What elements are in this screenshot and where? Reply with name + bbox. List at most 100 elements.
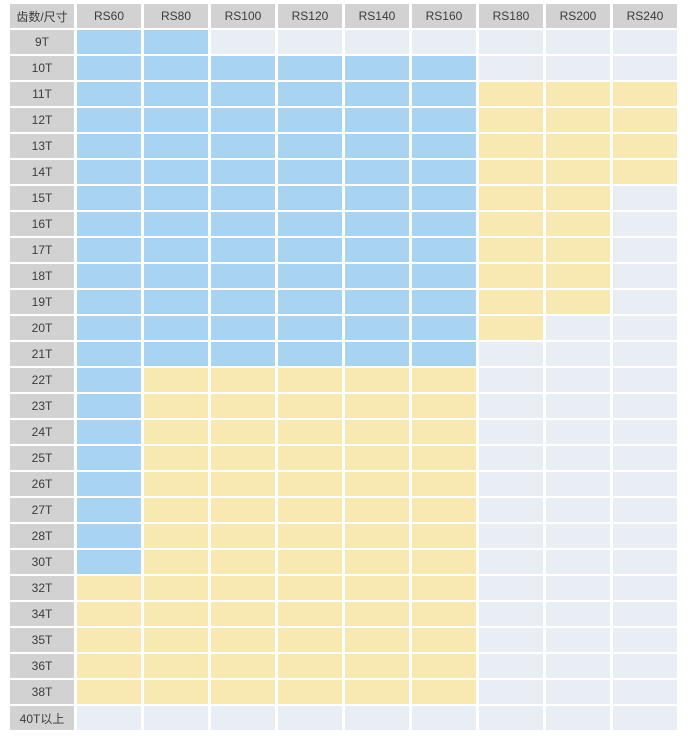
cell-10T-RS180 <box>479 56 543 80</box>
cell-21T-RS180 <box>479 342 543 366</box>
cell-32T-RS180 <box>479 576 543 600</box>
cell-36T-RS140 <box>345 654 409 678</box>
column-header-rs240: RS240 <box>613 4 677 28</box>
cell-9T-RS200 <box>546 30 610 54</box>
cell-11T-RS200 <box>546 82 610 106</box>
column-header-rs100: RS100 <box>211 4 275 28</box>
cell-26T-RS160 <box>412 472 476 496</box>
cell-27T-RS180 <box>479 498 543 522</box>
cell-18T-RS160 <box>412 264 476 288</box>
cell-11T-RS160 <box>412 82 476 106</box>
cell-26T-RS140 <box>345 472 409 496</box>
cell-38T-RS200 <box>546 680 610 704</box>
cell-28T-RS180 <box>479 524 543 548</box>
cell-18T-RS240 <box>613 264 677 288</box>
cell-23T-RS60 <box>77 394 141 418</box>
cell-30T-RS160 <box>412 550 476 574</box>
cell-32T-RS160 <box>412 576 476 600</box>
cell-13T-RS60 <box>77 134 141 158</box>
cell-10T-RS240 <box>613 56 677 80</box>
cell-13T-RS80 <box>144 134 208 158</box>
cell-38T-RS240 <box>613 680 677 704</box>
cell-25T-RS160 <box>412 446 476 470</box>
cell-12T-RS160 <box>412 108 476 132</box>
cell-30T-RS80 <box>144 550 208 574</box>
cell-20T-RS120 <box>278 316 342 340</box>
cell-26T-RS60 <box>77 472 141 496</box>
cell-9T-RS240 <box>613 30 677 54</box>
cell-14T-RS120 <box>278 160 342 184</box>
cell-34T-RS180 <box>479 602 543 626</box>
cell-21T-RS100 <box>211 342 275 366</box>
cell-30T-RS180 <box>479 550 543 574</box>
cell-14T-RS100 <box>211 160 275 184</box>
cell-18T-RS100 <box>211 264 275 288</box>
cell-20T-RS240 <box>613 316 677 340</box>
cell-24T-RS200 <box>546 420 610 444</box>
cell-38T-RS120 <box>278 680 342 704</box>
cell-14T-RS60 <box>77 160 141 184</box>
cell-20T-RS200 <box>546 316 610 340</box>
cell-38T-RS180 <box>479 680 543 704</box>
cell-26T-RS120 <box>278 472 342 496</box>
row-label-10T: 10T <box>10 56 74 80</box>
cell-40T以上-RS140 <box>345 706 409 730</box>
cell-11T-RS140 <box>345 82 409 106</box>
cell-11T-RS80 <box>144 82 208 106</box>
cell-32T-RS120 <box>278 576 342 600</box>
cell-27T-RS200 <box>546 498 610 522</box>
cell-15T-RS120 <box>278 186 342 210</box>
cell-9T-RS100 <box>211 30 275 54</box>
cell-38T-RS140 <box>345 680 409 704</box>
cell-27T-RS120 <box>278 498 342 522</box>
row-label-18T: 18T <box>10 264 74 288</box>
cell-27T-RS60 <box>77 498 141 522</box>
cell-15T-RS100 <box>211 186 275 210</box>
cell-22T-RS80 <box>144 368 208 392</box>
cell-35T-RS180 <box>479 628 543 652</box>
cell-18T-RS140 <box>345 264 409 288</box>
cell-24T-RS100 <box>211 420 275 444</box>
cell-12T-RS240 <box>613 108 677 132</box>
row-label-17T: 17T <box>10 238 74 262</box>
cell-14T-RS160 <box>412 160 476 184</box>
cell-16T-RS240 <box>613 212 677 236</box>
cell-30T-RS100 <box>211 550 275 574</box>
cell-35T-RS140 <box>345 628 409 652</box>
cell-19T-RS240 <box>613 290 677 314</box>
cell-24T-RS160 <box>412 420 476 444</box>
cell-10T-RS100 <box>211 56 275 80</box>
cell-17T-RS240 <box>613 238 677 262</box>
cell-11T-RS180 <box>479 82 543 106</box>
cell-28T-RS120 <box>278 524 342 548</box>
cell-27T-RS160 <box>412 498 476 522</box>
cell-34T-RS140 <box>345 602 409 626</box>
cell-30T-RS60 <box>77 550 141 574</box>
cell-34T-RS160 <box>412 602 476 626</box>
cell-13T-RS200 <box>546 134 610 158</box>
cell-36T-RS80 <box>144 654 208 678</box>
cell-14T-RS200 <box>546 160 610 184</box>
cell-14T-RS140 <box>345 160 409 184</box>
cell-25T-RS80 <box>144 446 208 470</box>
cell-22T-RS100 <box>211 368 275 392</box>
cell-25T-RS140 <box>345 446 409 470</box>
cell-25T-RS100 <box>211 446 275 470</box>
cell-20T-RS160 <box>412 316 476 340</box>
cell-34T-RS240 <box>613 602 677 626</box>
cell-9T-RS80 <box>144 30 208 54</box>
row-label-40T以上: 40T以上 <box>10 706 74 730</box>
cell-40T以上-RS80 <box>144 706 208 730</box>
cell-23T-RS160 <box>412 394 476 418</box>
cell-40T以上-RS100 <box>211 706 275 730</box>
cell-35T-RS200 <box>546 628 610 652</box>
cell-30T-RS200 <box>546 550 610 574</box>
cell-24T-RS140 <box>345 420 409 444</box>
cell-23T-RS100 <box>211 394 275 418</box>
cell-32T-RS60 <box>77 576 141 600</box>
cell-20T-RS60 <box>77 316 141 340</box>
cell-40T以上-RS180 <box>479 706 543 730</box>
cell-20T-RS140 <box>345 316 409 340</box>
row-label-9T: 9T <box>10 30 74 54</box>
cell-15T-RS240 <box>613 186 677 210</box>
